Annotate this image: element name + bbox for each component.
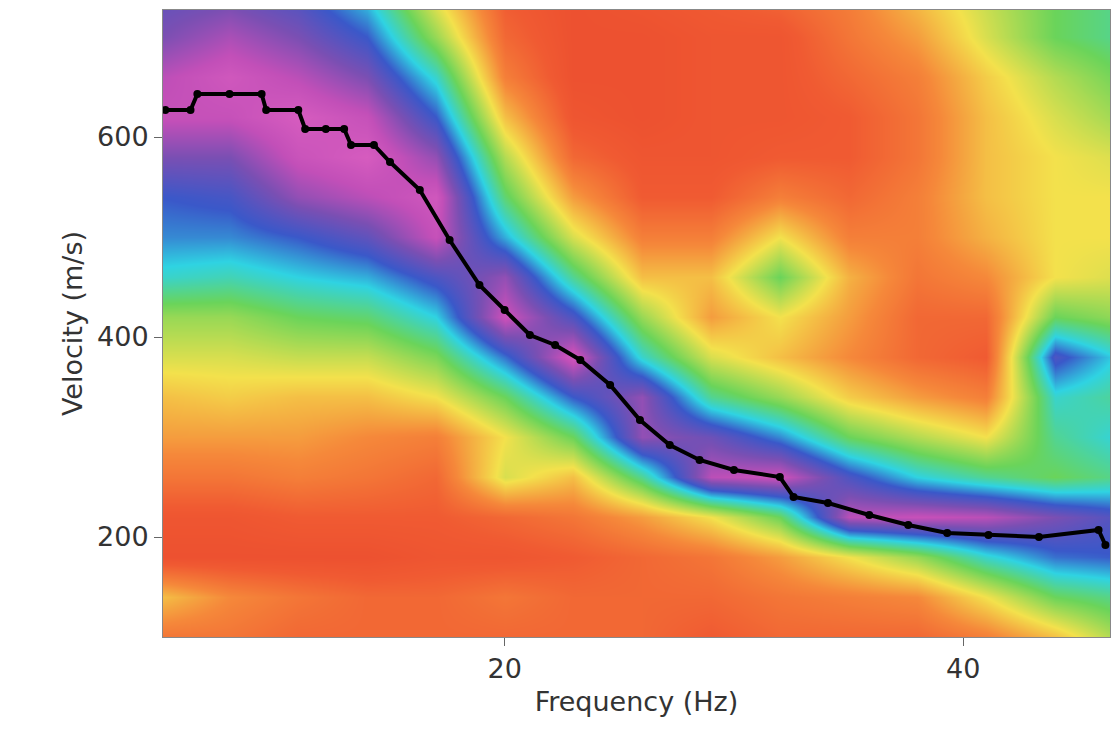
svg-text:600: 600	[97, 121, 149, 152]
svg-text:400: 400	[97, 321, 149, 352]
svg-text:40: 40	[946, 653, 980, 684]
svg-text:200: 200	[97, 521, 149, 552]
svg-text:20: 20	[487, 653, 521, 684]
svg-text:Velocity (m/s): Velocity (m/s)	[57, 231, 88, 416]
svg-text:Frequency (Hz): Frequency (Hz)	[535, 686, 739, 717]
